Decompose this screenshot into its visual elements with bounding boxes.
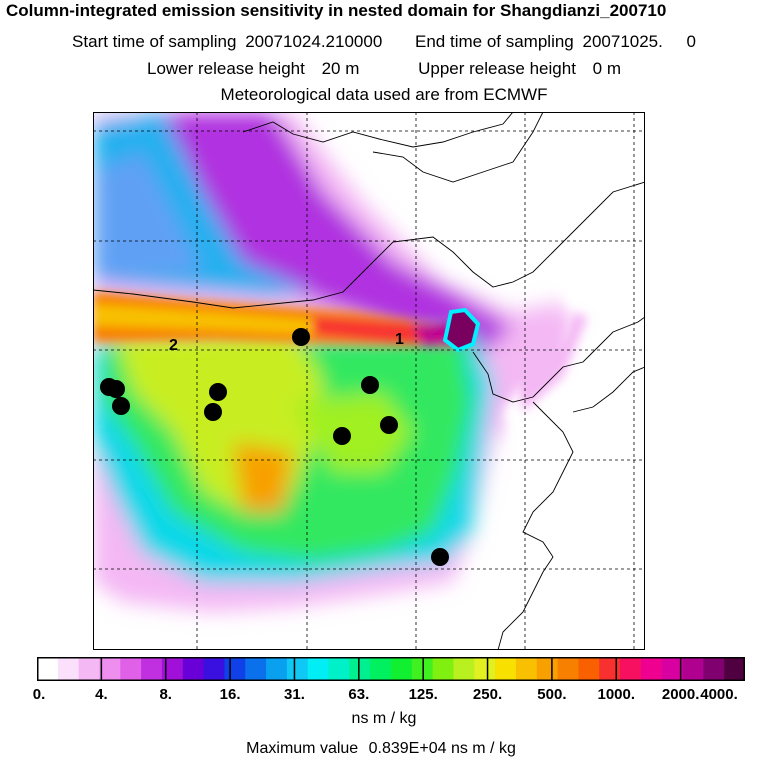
start-value: 20071024.210000 [245, 32, 383, 51]
station-marker [361, 376, 379, 394]
colorbar-swatch [78, 657, 100, 681]
max-hotspot [442, 307, 481, 353]
station-marker [380, 416, 398, 434]
colorbar-swatch [599, 657, 621, 681]
map-panel: 1 2 [93, 112, 645, 650]
colorbar-swatch [120, 657, 142, 681]
colorbar-tick-label: 8. [159, 686, 172, 703]
max-value: 0.839E+04 ns m / kg [368, 740, 516, 757]
colorbar-swatch [349, 657, 371, 681]
colorbar-swatch [536, 657, 559, 681]
station-marker [292, 328, 310, 346]
colorbar-swatch [620, 657, 642, 681]
colorbar-units: ns m / kg [351, 710, 417, 727]
colorbar-swatch [682, 657, 704, 681]
colorbar-swatch [495, 657, 517, 681]
colorbar-swatch [640, 657, 663, 681]
end-value: 20071025. 0 [582, 32, 696, 51]
station-marker [209, 383, 227, 401]
sampling-times: Start time of sampling 20071024.210000 E… [0, 32, 768, 52]
colorbar-swatch [161, 657, 184, 681]
colorbar-swatch [99, 657, 121, 681]
station-marker [204, 403, 222, 421]
colorbar-swatch [391, 657, 413, 681]
colorbar-tick-label: 250. [472, 686, 503, 703]
lower-value: 20 m [321, 59, 360, 78]
colorbar-tick-label: 0. [32, 686, 46, 703]
sensitivity-field [93, 112, 645, 650]
end-label: End time of sampling [415, 32, 574, 51]
station-marker [107, 380, 125, 398]
plot-title: Column-integrated emission sensitivity i… [6, 1, 667, 20]
colorbar-tick-label: 1000. [597, 686, 636, 703]
upper-label: Upper release height [418, 59, 576, 78]
start-label: Start time of sampling [72, 32, 237, 51]
colorbar-swatch [182, 657, 205, 681]
met-data-text: Meteorological data used are from ECMWF [220, 85, 548, 104]
colorbar-swatch [370, 657, 392, 681]
colorbar-tick-label: 4000. [700, 686, 738, 703]
upper-value: 0 m [592, 59, 621, 78]
colorbar-swatch [307, 657, 330, 681]
colorbar-tick-label: 2000. [661, 686, 700, 703]
station-marker [431, 548, 449, 566]
colorbar-swatch [224, 657, 246, 681]
colorbar [37, 657, 745, 681]
colorbar-frame [37, 657, 745, 681]
colorbar-tick-label: 4. [95, 686, 108, 703]
colorbar-tick-label: 16. [219, 686, 241, 703]
colorbar-swatch [37, 657, 59, 681]
station-marker [333, 427, 351, 445]
colorbar-swatch [557, 657, 579, 681]
colorbar-swatch [515, 657, 538, 681]
colorbar-tick-label: 31. [284, 686, 305, 703]
lat-lon-grid [93, 112, 645, 650]
colorbar-swatch [703, 657, 725, 681]
colorbar-swatch [266, 657, 288, 681]
colorbar-swatch [245, 657, 267, 681]
colorbar-swatch [453, 657, 475, 681]
map-label-2: 2 [169, 337, 178, 354]
map-label-1: 1 [395, 331, 404, 348]
max-label: Maximum value [246, 740, 359, 757]
colorbar-swatch [661, 657, 684, 681]
coastlines [93, 112, 645, 650]
colorbar-swatch [432, 657, 454, 681]
colorbar-swatch [141, 657, 163, 681]
release-heights: Lower release height 20 m Upper release … [0, 59, 768, 79]
colorbar-swatch [724, 657, 745, 681]
station-marker [112, 397, 130, 415]
map-frame [93, 112, 645, 650]
colorbar-tick-label: 500. [537, 686, 567, 703]
maximum-value: Maximum value 0.839E+04 ns m / kg [0, 740, 768, 758]
station-markers [100, 328, 449, 566]
colorbar-swatch [57, 657, 80, 681]
colorbar-swatch [328, 657, 350, 681]
colorbar-swatch [578, 657, 600, 681]
colorbar-swatch [203, 657, 225, 681]
colorbar-swatch [474, 657, 496, 681]
colorbar-swatch [286, 657, 309, 681]
lower-label: Lower release height [147, 59, 305, 78]
colorbar-tick-label: 125. [408, 686, 438, 703]
colorbar-tick-label: 63. [348, 686, 370, 703]
